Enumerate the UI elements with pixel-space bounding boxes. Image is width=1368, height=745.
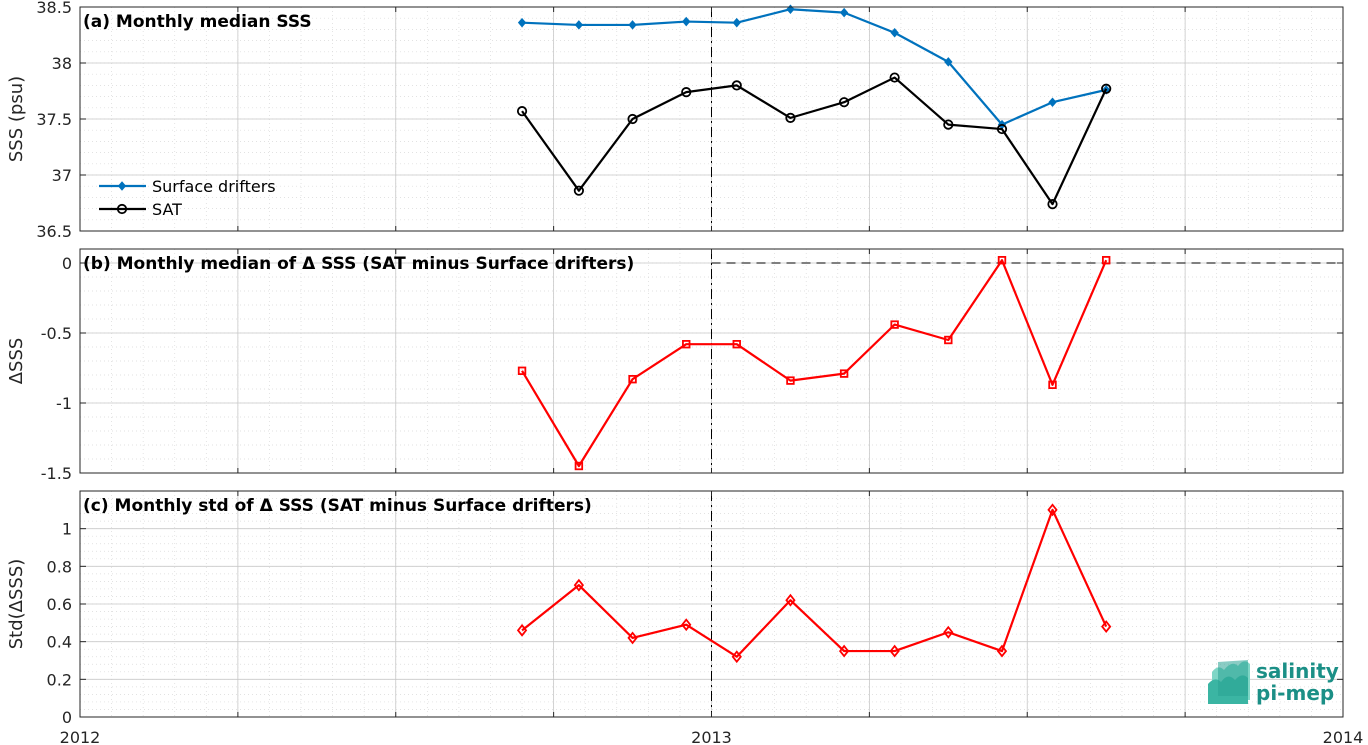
legend-marker <box>116 203 128 215</box>
legend-label: Surface drifters <box>152 177 276 196</box>
data-point <box>943 119 954 130</box>
series-line <box>522 8 1107 126</box>
data-point <box>516 106 528 117</box>
data-point <box>517 366 527 375</box>
legend: Surface drifters SAT <box>99 177 276 219</box>
logo-line2: pi-mep <box>1256 681 1334 705</box>
data-point <box>1047 503 1058 517</box>
y-tick-label: 0.2 <box>47 670 72 689</box>
data-point <box>682 339 691 349</box>
data-point <box>731 80 742 91</box>
data-point <box>517 17 527 28</box>
axes-box <box>79 248 1344 474</box>
data-point <box>943 625 954 639</box>
data-point <box>785 593 796 607</box>
y-tick-label: 0.8 <box>47 557 72 576</box>
data-point <box>889 72 900 83</box>
panel-a: 36.5 37 37.5 38 38.5 SSS (psu) (a) Monthly med… <box>6 0 1344 241</box>
y-tick-label: 0 <box>62 254 72 273</box>
y-tick-label: -1 <box>56 394 72 413</box>
series-sat <box>516 72 1112 210</box>
data-point <box>628 20 637 30</box>
data-point <box>732 339 741 349</box>
data-point <box>516 623 528 637</box>
data-point <box>731 650 742 664</box>
panel-c: 0 0.2 0.4 0.6 0.8 1 Std(ΔSSS) (c) Monthly std o… <box>6 490 1364 745</box>
logo-line1: salinity <box>1256 659 1339 683</box>
data-point <box>890 320 899 329</box>
y-axis-label: ΔSSS <box>6 338 27 385</box>
series-line <box>521 259 1108 468</box>
series-line <box>521 76 1108 206</box>
data-point <box>889 644 900 658</box>
legend-label: SAT <box>152 200 182 219</box>
y-tick-label: -1.5 <box>41 464 72 483</box>
data-point <box>681 87 692 98</box>
data-point <box>839 369 849 378</box>
data-point <box>574 20 584 30</box>
y-axis-label: Std(ΔSSS) <box>6 559 27 650</box>
x-tick-label: 2014 <box>1323 728 1364 745</box>
data-point <box>732 17 741 28</box>
data-point <box>996 644 1008 658</box>
data-point <box>627 631 638 645</box>
data-point <box>838 644 850 658</box>
y-tick-label: 38 <box>52 54 72 73</box>
data-point <box>839 7 849 18</box>
y-tick-label: 0.6 <box>47 595 72 614</box>
y-tick-label: -0.5 <box>41 324 72 343</box>
data-point <box>682 16 691 27</box>
y-tick-label: 0.4 <box>47 633 72 652</box>
data-point <box>785 112 796 123</box>
y-tick-label: 37.5 <box>36 110 72 129</box>
data-point <box>574 461 584 471</box>
data-point <box>890 28 899 38</box>
series-line <box>521 508 1108 658</box>
data-point <box>1101 255 1111 265</box>
data-point <box>944 57 953 67</box>
axes-box <box>79 490 1344 718</box>
y-tick-label: 36.5 <box>36 222 72 241</box>
data-point <box>681 618 692 632</box>
data-point <box>1101 620 1112 634</box>
data-point <box>573 578 585 592</box>
series-line-0 <box>516 503 1112 664</box>
data-point <box>1048 380 1057 389</box>
series-line-0 <box>517 255 1111 471</box>
x-tick-label: 2013 <box>691 728 732 745</box>
data-point <box>573 185 584 196</box>
y-axis-label: SSS (psu) <box>6 76 27 162</box>
panel-title: (a) Monthly median SSS <box>83 12 312 32</box>
data-point <box>628 374 637 384</box>
axes-box <box>79 6 1344 232</box>
x-tick-label: 2012 <box>60 728 101 745</box>
data-point <box>786 376 795 385</box>
panel-title: (b) Monthly median of Δ SSS (SAT minus S… <box>83 254 634 274</box>
salinity-pi-mep-logo: salinity pi-mep <box>1208 659 1339 705</box>
data-point <box>1047 199 1058 210</box>
panel-title: (c) Monthly std of Δ SSS (SAT minus Surf… <box>83 496 592 516</box>
y-tick-label: 0 <box>62 708 72 727</box>
data-point <box>996 123 1008 135</box>
y-tick-label: 37 <box>52 166 72 185</box>
panel-b: -1.5 -1 -0.5 0 ΔSSS (b) Monthly median of Δ S… <box>6 248 1344 483</box>
y-tick-label: 1 <box>62 520 72 539</box>
y-tick-label: 38.5 <box>36 0 72 17</box>
data-point <box>944 335 953 345</box>
legend-marker <box>117 181 127 191</box>
data-point <box>1101 83 1112 94</box>
data-point <box>997 255 1007 265</box>
data-point <box>839 97 850 108</box>
data-point <box>627 113 638 125</box>
data-point <box>1048 97 1057 107</box>
